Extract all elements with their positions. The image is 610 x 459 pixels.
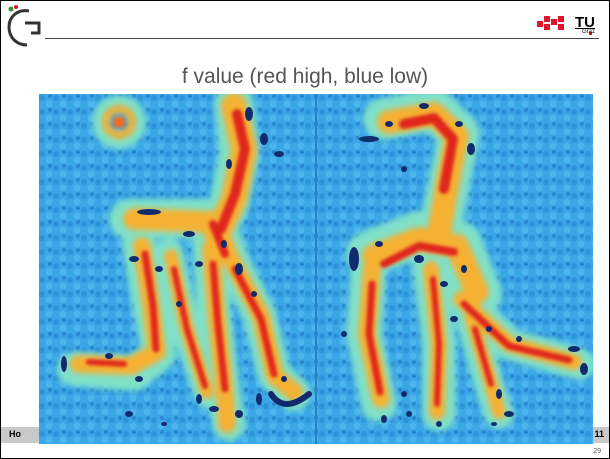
right-giraffe-shape <box>341 94 593 431</box>
tu-graz-logo <box>537 16 592 35</box>
footer-left-text: Ho <box>9 429 21 439</box>
tu-logo-text: TU <box>575 14 595 31</box>
f-value-heatmap-image <box>39 94 593 444</box>
panel-divider <box>315 94 317 444</box>
footer-right-text: 11 <box>594 429 604 439</box>
slide-title: f value (red high, blue low) <box>181 65 429 88</box>
left-giraffe-shape <box>57 94 312 441</box>
graz-g-logo <box>7 5 41 47</box>
header-rule <box>45 38 599 39</box>
page-number: 29 <box>593 448 601 455</box>
graz-logo-text: Graz <box>581 29 595 35</box>
